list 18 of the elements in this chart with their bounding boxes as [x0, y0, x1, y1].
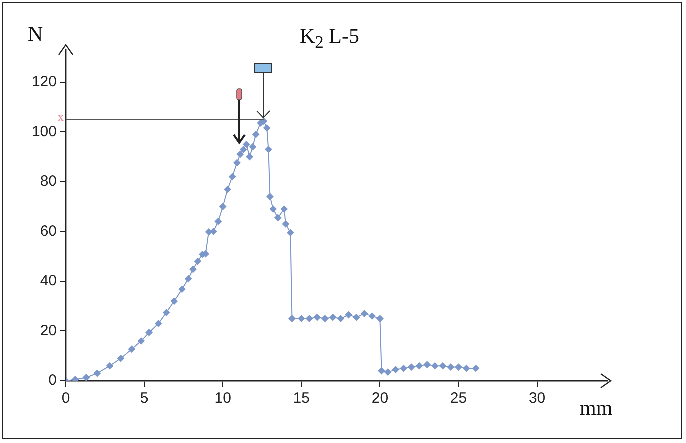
x-tick-label: 15 [293, 390, 310, 408]
y-axis-title: N [28, 22, 44, 47]
x-tick-label: 25 [450, 390, 468, 408]
x-tick-label: 10 [214, 390, 232, 408]
y-tick-label: 100 [32, 123, 57, 140]
y-tick-label: 80 [40, 173, 57, 190]
x-tick-label: 5 [140, 390, 149, 408]
x-tick-label: 20 [372, 390, 389, 408]
ref-line-label: x [58, 110, 64, 124]
chart-title: K$_{2}$ L-5 [300, 24, 360, 54]
y-tick-label: 40 [40, 272, 57, 290]
x-tick-label: 30 [528, 390, 546, 408]
x-axis-title: mm [580, 396, 613, 421]
y-tick-label: 60 [40, 222, 57, 240]
y-tick-label: 0 [48, 372, 57, 390]
y-tick-label: 20 [40, 322, 57, 340]
x-tick-label: 0 [62, 390, 70, 408]
y-tick-label: 120 [32, 73, 57, 90]
